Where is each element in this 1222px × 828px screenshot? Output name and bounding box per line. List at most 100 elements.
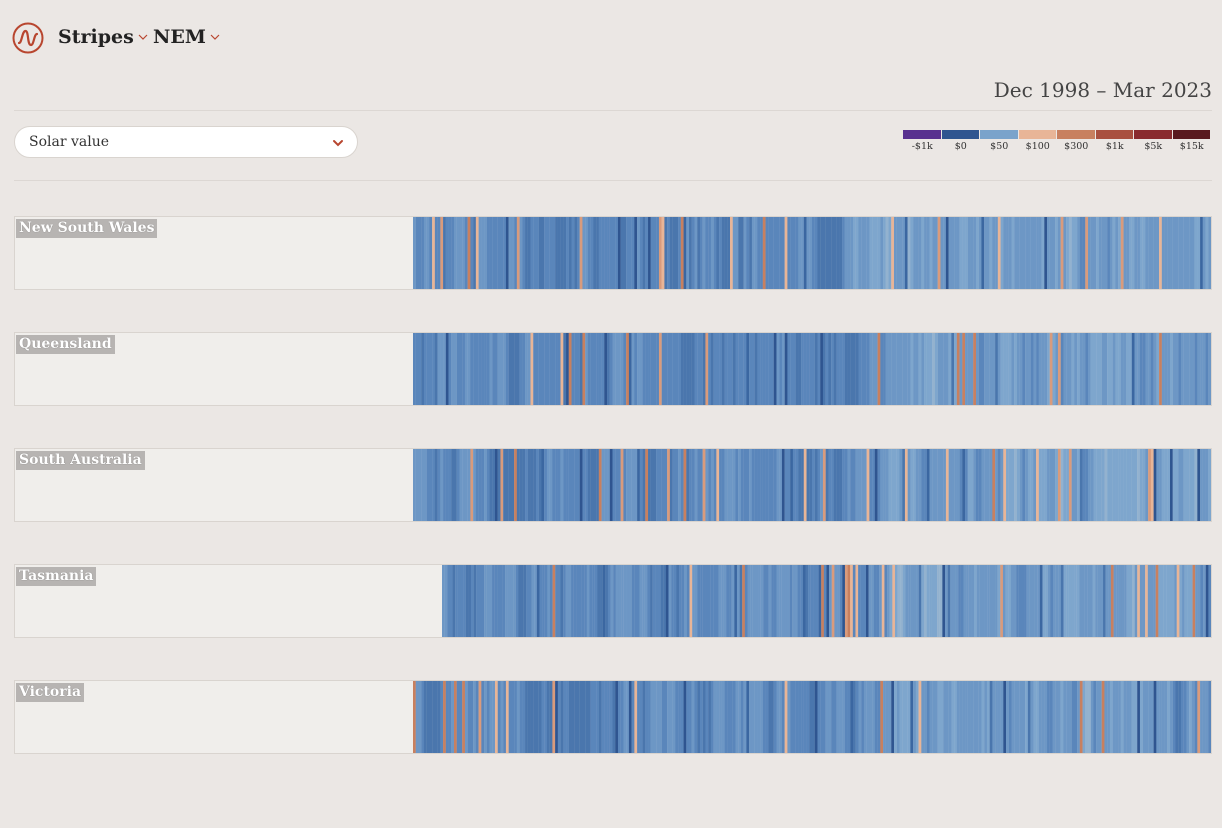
stripe bbox=[505, 449, 509, 521]
stripe bbox=[897, 565, 901, 637]
app-logo-icon[interactable] bbox=[12, 22, 44, 54]
stripe bbox=[645, 333, 649, 405]
stripe bbox=[781, 333, 785, 405]
stripe bbox=[727, 333, 731, 405]
stripe bbox=[1161, 681, 1165, 753]
stripe bbox=[749, 449, 753, 521]
stripe bbox=[1047, 217, 1050, 289]
stripe bbox=[505, 333, 509, 405]
legend-label: $5k bbox=[1144, 141, 1163, 152]
stripe bbox=[486, 681, 490, 753]
stripe bbox=[719, 449, 722, 521]
stripe bbox=[921, 565, 925, 637]
stripe bbox=[850, 217, 854, 289]
stripe bbox=[514, 333, 517, 405]
color-legend: -$1k $0 $50 $100 $300 $1k $5k $15k bbox=[903, 130, 1211, 156]
chevron-down-icon bbox=[210, 34, 220, 40]
metric-select[interactable]: Solar value bbox=[14, 126, 358, 158]
stripe bbox=[907, 217, 911, 289]
stripe bbox=[784, 449, 788, 521]
stripe bbox=[995, 449, 998, 521]
stripe bbox=[453, 333, 457, 405]
stripe bbox=[1029, 565, 1033, 637]
stripe bbox=[644, 565, 648, 637]
stripe bbox=[587, 449, 591, 521]
stripe bbox=[434, 333, 438, 405]
stripe bbox=[734, 565, 738, 637]
stripe bbox=[1071, 217, 1075, 289]
stripe bbox=[836, 681, 840, 753]
stripe bbox=[645, 681, 649, 753]
stripe bbox=[631, 449, 635, 521]
stripe bbox=[566, 681, 569, 753]
stripe bbox=[470, 217, 474, 289]
stripe bbox=[789, 565, 793, 637]
region-row-tas: Tasmania bbox=[14, 564, 1212, 638]
stripe bbox=[844, 565, 848, 637]
stripe bbox=[817, 681, 821, 753]
stripe bbox=[607, 565, 611, 637]
stripes-menu-button[interactable]: Stripes bbox=[58, 26, 148, 48]
stripe bbox=[683, 449, 687, 521]
stripe bbox=[516, 681, 520, 753]
stripe bbox=[1124, 565, 1127, 637]
stripe bbox=[1066, 449, 1070, 521]
stripe bbox=[1150, 565, 1154, 637]
stripe bbox=[1167, 681, 1171, 753]
stripe bbox=[1150, 333, 1154, 405]
stripe bbox=[1049, 217, 1053, 289]
region-menu-button[interactable]: NEM bbox=[153, 26, 220, 48]
stripe bbox=[821, 565, 824, 637]
stripe bbox=[601, 333, 605, 405]
stripe bbox=[1172, 449, 1176, 521]
stripe bbox=[443, 449, 446, 521]
stripe bbox=[863, 681, 867, 753]
stripe bbox=[847, 565, 851, 637]
stripe bbox=[798, 333, 802, 405]
stripe bbox=[691, 449, 695, 521]
stripe bbox=[899, 681, 903, 753]
stripe bbox=[1163, 565, 1167, 637]
stripe bbox=[1139, 217, 1143, 289]
stripe bbox=[879, 565, 882, 637]
stripe bbox=[1137, 681, 1141, 753]
stripe bbox=[440, 217, 444, 289]
stripe bbox=[1098, 217, 1102, 289]
stripe bbox=[1082, 449, 1086, 521]
stripe bbox=[694, 333, 698, 405]
stripe bbox=[652, 565, 656, 637]
stripe bbox=[801, 449, 804, 521]
legend-swatch bbox=[941, 130, 979, 139]
stripe bbox=[518, 565, 522, 637]
stripe bbox=[453, 681, 457, 753]
stripe bbox=[453, 217, 457, 289]
stripe bbox=[981, 565, 985, 637]
stripe bbox=[1145, 681, 1149, 753]
stripe bbox=[713, 333, 717, 405]
stripe bbox=[962, 217, 966, 289]
stripe bbox=[502, 565, 506, 637]
stripe bbox=[771, 449, 774, 521]
legend-swatch bbox=[1172, 130, 1210, 139]
stripe bbox=[547, 565, 551, 637]
stripe bbox=[523, 565, 527, 637]
stripe bbox=[934, 565, 938, 637]
stripe bbox=[792, 565, 796, 637]
stripe bbox=[1159, 333, 1162, 405]
stripe bbox=[940, 681, 944, 753]
stripe bbox=[1033, 449, 1037, 521]
stripe bbox=[724, 217, 728, 289]
stripe bbox=[691, 333, 695, 405]
stripe bbox=[560, 681, 564, 753]
stripe bbox=[645, 449, 649, 521]
stripe bbox=[781, 449, 785, 521]
stripe bbox=[721, 681, 725, 753]
stripe bbox=[1063, 217, 1067, 289]
stripe bbox=[459, 449, 463, 521]
stripe bbox=[1098, 681, 1102, 753]
stripe bbox=[1129, 681, 1132, 753]
stripe bbox=[1055, 565, 1059, 637]
stripe bbox=[500, 333, 504, 405]
stripe bbox=[1088, 333, 1091, 405]
stripe bbox=[723, 565, 727, 637]
